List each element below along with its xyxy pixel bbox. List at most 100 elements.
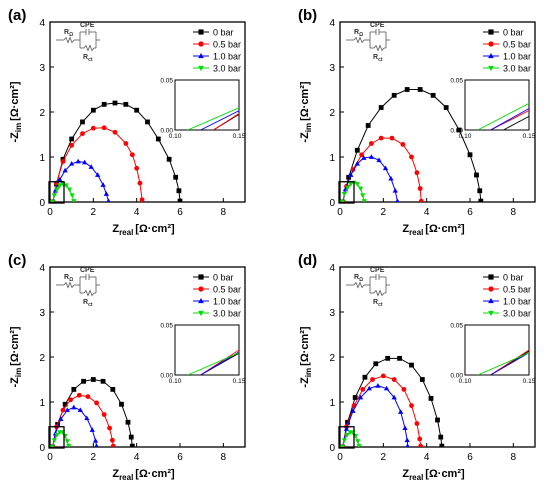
x-axis-label-unit: [Ω·cm²] (135, 223, 175, 235)
y-tick-label: 0 (39, 443, 45, 454)
x-tick-label: 0 (47, 207, 53, 218)
circuit-label-r0: RΩ (64, 274, 73, 283)
data-point (366, 385, 372, 391)
circuit-label-rct: Rct (373, 54, 383, 63)
legend-label: 0.5 bar (503, 285, 531, 295)
circuit-label-rct: Rct (83, 54, 93, 63)
legend: 0 bar 0.5 bar 1.0 bar 3.0 bar (483, 273, 531, 319)
x-axis-label-sub: real (409, 228, 423, 237)
inset-frame (464, 79, 530, 131)
data-point (60, 407, 66, 413)
series-line-1 (52, 394, 114, 447)
data-point (391, 394, 397, 400)
legend-label: 0.5 bar (503, 40, 531, 50)
data-point (340, 200, 346, 202)
legend: 0 bar 0.5 bar 1.0 bar 3.0 bar (483, 28, 531, 74)
data-point (360, 193, 366, 199)
legend-label: 1.0 bar (503, 52, 531, 62)
y-tick-label: 0 (329, 443, 335, 454)
data-point (341, 191, 347, 197)
inset-series-line-1 (490, 110, 529, 130)
data-point (77, 407, 83, 413)
data-point (388, 175, 394, 181)
circuit-label-rct-sub: ct (378, 302, 383, 308)
y-axis-label: -Zim [Ω·cm²] (9, 326, 23, 387)
data-point (343, 426, 350, 431)
data-point (392, 187, 398, 193)
panel-label: (c) (8, 252, 26, 269)
inset-series-line-3 (187, 107, 239, 130)
data-point (428, 396, 434, 401)
legend-marker (198, 53, 204, 59)
data-point (82, 159, 88, 165)
legend-marker (488, 298, 494, 304)
circuit-label-rct-sub: ct (378, 57, 383, 63)
inset-frame (464, 324, 530, 376)
data-point (373, 361, 379, 367)
circuit-label-rct-main: R (83, 54, 88, 61)
data-point (382, 165, 389, 171)
data-point (395, 198, 400, 202)
data-point (376, 157, 382, 163)
data-point (106, 198, 111, 202)
legend-marker (198, 65, 204, 71)
legend-marker (198, 29, 204, 35)
circuit-label-rct-sub: ct (88, 302, 93, 308)
data-point (71, 404, 77, 410)
x-tick-label: 6 (177, 452, 183, 463)
series-line-0 (52, 102, 181, 202)
data-point (69, 193, 75, 199)
legend-marker (488, 65, 494, 71)
y-axis-label: -Zim [Ω·cm²] (299, 326, 313, 387)
data-point (50, 445, 56, 447)
series-group (50, 377, 135, 447)
resistor-rct-symbol (83, 44, 95, 52)
data-point (400, 142, 406, 147)
legend-marker (198, 298, 204, 304)
y-tick-label: 3 (39, 308, 45, 319)
data-point (62, 433, 68, 439)
inset-series-line-2 (490, 107, 529, 130)
data-point (119, 401, 124, 407)
data-point (357, 394, 364, 400)
data-point (62, 401, 68, 407)
inset-frame (174, 79, 240, 131)
data-point (478, 198, 484, 202)
data-point (68, 397, 73, 403)
legend-label: 0 bar (213, 28, 234, 38)
data-point (354, 147, 360, 153)
x-axis-label: Zreal [Ω·cm²] (402, 468, 465, 482)
legend-marker (198, 274, 204, 280)
data-point (344, 185, 351, 191)
data-point (166, 156, 172, 162)
data-point (90, 125, 96, 131)
data-point (173, 174, 179, 180)
data-point (123, 101, 129, 107)
legend-label: 0.5 bar (213, 40, 241, 50)
x-tick-label: 8 (221, 207, 227, 218)
x-tick-label: 8 (511, 452, 517, 463)
y-axis-label-main: -Z (9, 132, 21, 143)
data-point (391, 377, 397, 382)
y-axis-label-unit: [Ω·cm²] (299, 326, 311, 366)
data-point (66, 187, 73, 193)
data-point (362, 374, 368, 380)
data-point (356, 444, 362, 447)
x-axis-label-main: Z (402, 468, 409, 480)
data-point (81, 378, 86, 384)
y-tick-label: 2 (329, 353, 335, 364)
data-point (350, 408, 356, 413)
data-point (94, 443, 99, 447)
series-line-0 (342, 89, 482, 202)
x-tick-label: 6 (467, 207, 473, 218)
data-point (110, 387, 116, 392)
circuit-label-r0-main: R (64, 29, 69, 36)
data-point (176, 188, 182, 194)
legend-label: 3.0 bar (503, 309, 531, 319)
circuit-label-rct: Rct (83, 299, 93, 308)
y-axis-label-unit: [Ω·cm²] (9, 81, 21, 121)
data-point (90, 377, 96, 382)
x-axis-label-unit: [Ω·cm²] (425, 223, 465, 235)
